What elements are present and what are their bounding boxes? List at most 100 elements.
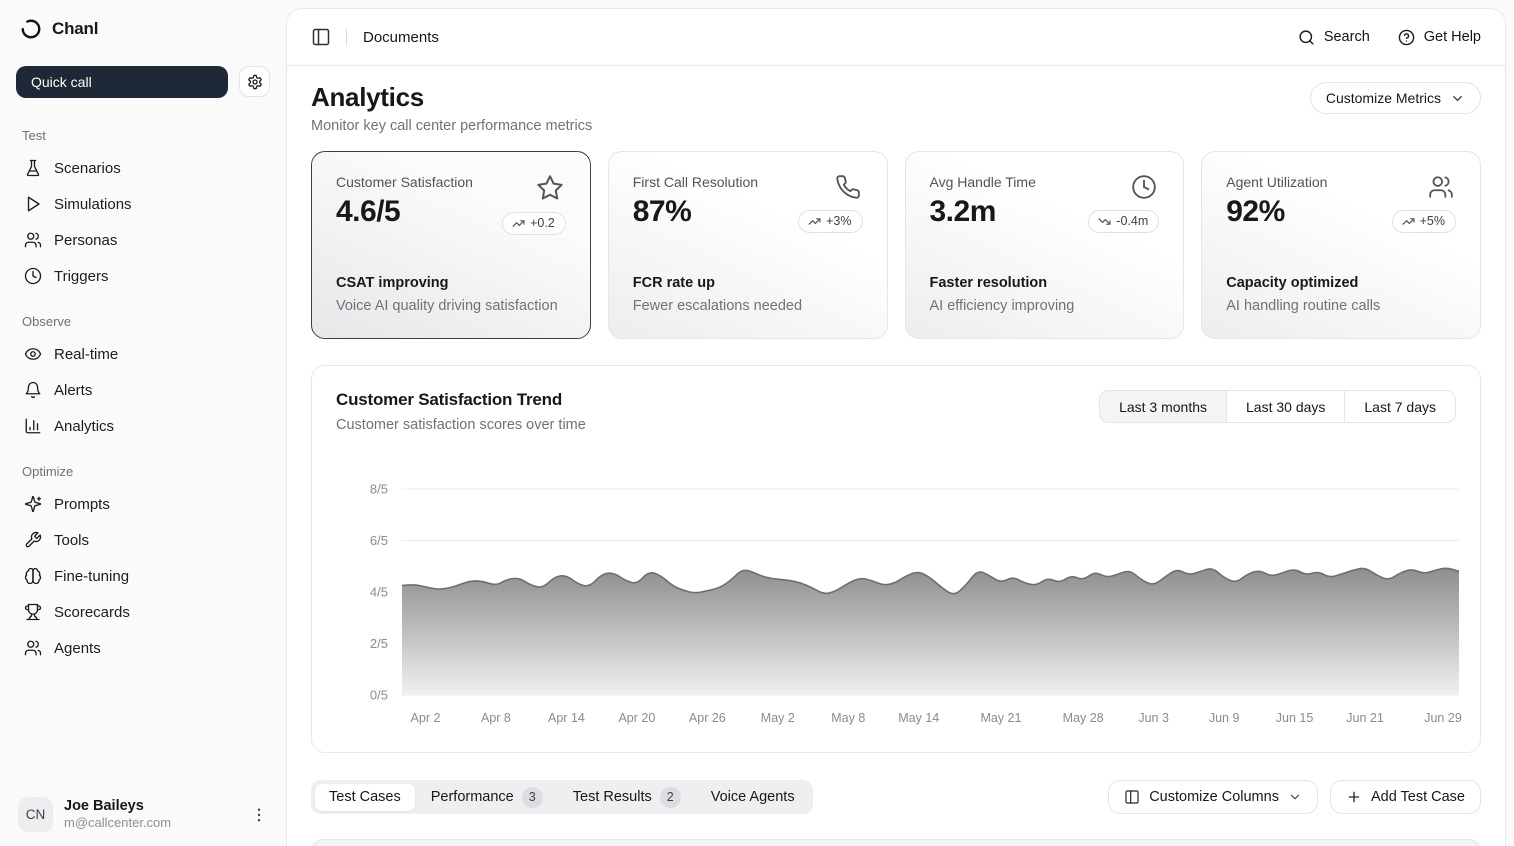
svg-text:May 21: May 21 [980, 711, 1021, 725]
trending-up-icon [512, 217, 525, 230]
topbar-divider [346, 29, 347, 45]
bar-chart-icon [24, 417, 42, 435]
metric-title: First Call Resolution [632, 174, 759, 190]
sidebar-item-scenarios[interactable]: Scenarios [16, 150, 270, 186]
chart-title: Customer Satisfaction Trend [336, 390, 563, 409]
bottom-tabs: Test Cases Performance 3 Test Results 2 … [311, 780, 813, 814]
section-label-observe: Observe [22, 314, 72, 329]
tab-count-badge: 3 [521, 786, 543, 808]
metric-description: Fewer escalations needed [632, 298, 803, 314]
search-button[interactable]: Search [1298, 29, 1370, 46]
add-test-case-button[interactable]: Add Test Case [1329, 780, 1481, 814]
play-icon [24, 195, 42, 213]
breadcrumb: Documents [363, 28, 439, 46]
user-menu-button[interactable] [250, 806, 268, 824]
svg-text:Jun 9: Jun 9 [1209, 711, 1240, 725]
chart-subtitle: Customer satisfaction scores over time [336, 417, 586, 433]
settings-button[interactable] [239, 66, 270, 97]
section-label-test: Test [22, 128, 46, 143]
svg-text:Apr 26: Apr 26 [689, 711, 726, 725]
metric-card-avg-handle-time[interactable]: Avg Handle Time 3.2m -0.4m Faster resolu… [904, 151, 1185, 339]
brand-logo-icon [20, 18, 42, 40]
trending-down-icon [1098, 215, 1111, 228]
svg-text:Apr 2: Apr 2 [411, 711, 441, 725]
metric-title: Avg Handle Time [929, 174, 1036, 190]
sidebar-item-triggers[interactable]: Triggers [16, 258, 270, 294]
sidebar-item-simulations[interactable]: Simulations [16, 186, 270, 222]
flask-icon [24, 159, 42, 177]
svg-text:Jun 29: Jun 29 [1424, 711, 1462, 725]
sidebar: Chanl Quick call Test Scenarios Simulati… [0, 0, 286, 846]
metric-delta-badge: +3% [798, 210, 863, 233]
range-last-30-days[interactable]: Last 30 days [1226, 391, 1345, 422]
svg-text:2/5: 2/5 [370, 636, 388, 651]
metric-card-customer-satisfaction[interactable]: Customer Satisfaction 4.6/5 +0.2 CSAT im… [311, 151, 591, 339]
sidebar-toggle-button[interactable] [311, 27, 331, 47]
svg-text:Jun 3: Jun 3 [1138, 711, 1169, 725]
sidebar-item-personas[interactable]: Personas [16, 222, 270, 258]
clock-icon [24, 267, 42, 285]
range-last-3-months[interactable]: Last 3 months [1100, 391, 1226, 422]
sidebar-item-prompts[interactable]: Prompts [16, 486, 270, 522]
metric-headline: FCR rate up [632, 275, 715, 291]
chevron-down-icon [1450, 91, 1465, 106]
svg-text:6/5: 6/5 [370, 533, 388, 548]
avatar: CN [18, 797, 53, 832]
sidebar-item-real-time[interactable]: Real-time [16, 336, 270, 372]
gear-icon [247, 74, 263, 90]
customize-metrics-button[interactable]: Customize Metrics [1309, 82, 1481, 114]
svg-text:Apr 20: Apr 20 [618, 711, 655, 725]
svg-text:Jun 21: Jun 21 [1346, 711, 1384, 725]
sidebar-item-analytics[interactable]: Analytics [16, 408, 270, 444]
user-profile[interactable]: CN Joe Baileys m@callcenter.com [16, 797, 270, 832]
trending-up-icon [808, 215, 821, 228]
quick-call-button[interactable]: Quick call [16, 66, 228, 98]
metric-value: 4.6/5 [336, 195, 401, 228]
page-title: Analytics [311, 82, 424, 112]
tab-test-cases[interactable]: Test Cases [315, 783, 415, 811]
metric-description: AI handling routine calls [1226, 298, 1381, 314]
tab-performance[interactable]: Performance 3 [417, 784, 557, 811]
sidebar-item-tools[interactable]: Tools [16, 522, 270, 558]
sidebar-item-alerts[interactable]: Alerts [16, 372, 270, 408]
svg-text:May 14: May 14 [898, 711, 939, 725]
user-name: Joe Baileys [64, 798, 144, 815]
section-label-optimize: Optimize [22, 464, 74, 479]
sidebar-item-scorecards[interactable]: Scorecards [16, 594, 270, 630]
satisfaction-trend-chart: 0/5 2/5 4/5 6/5 8/5 Apr 2 Apr 8 Apr 14 Apr 20 Apr… [336, 456, 1462, 737]
range-last-7-days[interactable]: Last 7 days [1344, 391, 1455, 422]
time-range-control: Last 3 months Last 30 days Last 7 days [1099, 390, 1456, 423]
metric-value: 87% [632, 195, 692, 228]
sidebar-item-fine-tuning[interactable]: Fine-tuning [16, 558, 270, 594]
sidebar-item-agents[interactable]: Agents [16, 630, 270, 666]
content: Analytics Monitor key call center perfor… [287, 66, 1505, 846]
metric-value: 92% [1226, 195, 1285, 228]
plus-icon [1346, 789, 1362, 805]
brand: Chanl [16, 16, 270, 42]
satisfaction-trend-card: Customer Satisfaction Trend Customer sat… [311, 365, 1481, 753]
metric-value: 3.2m [929, 195, 997, 228]
trending-up-icon [1402, 215, 1415, 228]
svg-text:4/5: 4/5 [370, 585, 388, 600]
svg-text:May 8: May 8 [831, 711, 865, 725]
bell-icon [24, 381, 42, 399]
brain-icon [24, 567, 42, 585]
users-icon [24, 639, 42, 657]
tab-voice-agents[interactable]: Voice Agents [710, 789, 795, 805]
brand-name: Chanl [52, 19, 99, 38]
svg-text:May 2: May 2 [761, 711, 795, 725]
customize-columns-button[interactable]: Customize Columns [1108, 780, 1318, 814]
metric-card-first-call-resolution[interactable]: First Call Resolution 87% +3% FCR rate u… [607, 151, 888, 339]
area-chart: 0/5 2/5 4/5 6/5 8/5 Apr 2 Apr 8 Apr 14 Apr 20 Apr… [370, 482, 1462, 726]
metric-headline: Capacity optimized [1226, 275, 1359, 291]
metric-cards: Customer Satisfaction 4.6/5 +0.2 CSAT im… [311, 151, 1481, 339]
chevron-down-icon [1288, 790, 1302, 804]
metric-card-agent-utilization[interactable]: Agent Utilization 92% +5% Capacity optim… [1201, 151, 1481, 339]
metric-delta-badge: +5% [1391, 210, 1456, 233]
get-help-button[interactable]: Get Help [1398, 29, 1481, 46]
svg-text:0/5: 0/5 [370, 688, 388, 703]
wrench-icon [24, 531, 42, 549]
search-icon [1298, 29, 1315, 46]
tab-test-results[interactable]: Test Results 2 [559, 784, 695, 811]
metric-headline: CSAT improving [336, 275, 449, 291]
